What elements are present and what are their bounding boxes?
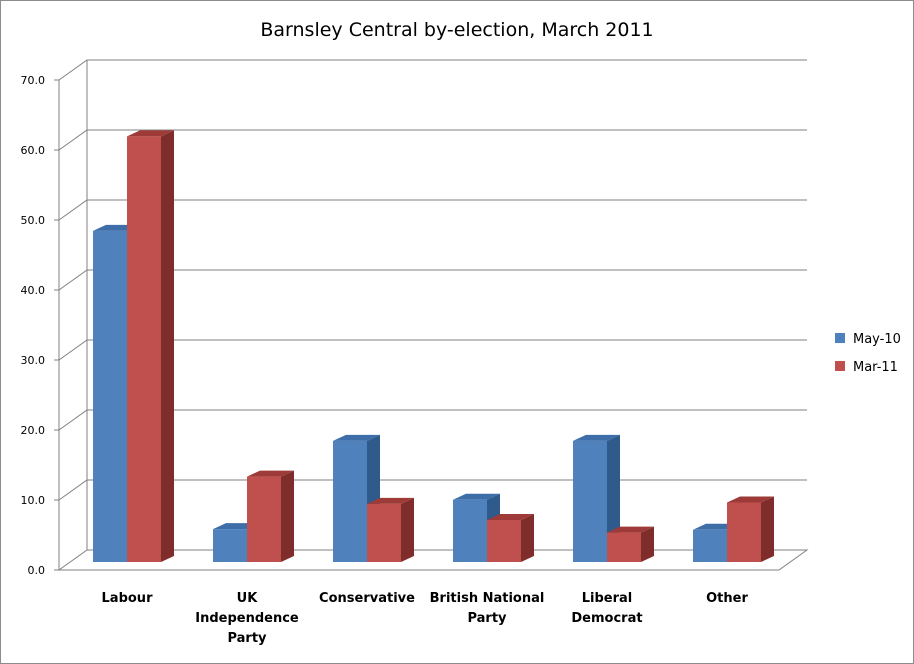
bar <box>487 520 521 562</box>
bar-side <box>161 130 174 562</box>
bar <box>93 230 127 562</box>
y-tick-label: 20.0 <box>21 424 46 437</box>
category-label: Other <box>706 591 748 606</box>
y-tick-label: 30.0 <box>21 354 46 367</box>
legend-label: May-10 <box>853 332 901 347</box>
bar <box>573 440 607 562</box>
legend: May-10 Mar-11 <box>835 332 901 375</box>
y-tick-label: 0.0 <box>28 564 46 577</box>
bar <box>727 502 761 562</box>
bar-top <box>727 496 774 503</box>
bar <box>693 529 727 562</box>
legend-swatch <box>835 333 845 343</box>
bar <box>367 503 401 562</box>
bar-top <box>573 434 620 441</box>
gridline <box>58 59 807 81</box>
bar-side <box>761 496 774 562</box>
legend-swatch <box>835 361 845 371</box>
y-tick-label: 10.0 <box>21 494 46 507</box>
gridline <box>58 199 807 221</box>
bar-side <box>281 470 294 562</box>
gridline <box>58 339 807 361</box>
bar <box>247 476 281 562</box>
bar <box>127 136 161 562</box>
bar-top <box>127 130 174 137</box>
category-label: Liberal Democrat <box>571 591 642 626</box>
bar <box>213 529 247 562</box>
bar <box>453 499 487 562</box>
category-label: Conservative <box>319 591 415 606</box>
bar-top <box>247 470 294 477</box>
y-tick-label: 50.0 <box>21 214 46 227</box>
gridline <box>58 409 807 431</box>
bar-side <box>521 514 534 562</box>
category-label: Labour <box>102 591 154 606</box>
gridline <box>58 479 807 501</box>
bar <box>333 440 367 562</box>
bar-top <box>607 526 654 533</box>
category-label: UK Independence Party <box>195 591 299 646</box>
bar-top <box>367 497 414 504</box>
category-label: British National Party <box>430 591 545 626</box>
bar-side <box>401 497 414 562</box>
gridline <box>58 269 807 291</box>
bar-top <box>453 493 500 500</box>
legend-label: Mar-11 <box>853 360 898 375</box>
y-tick-label: 60.0 <box>21 144 46 157</box>
bar <box>607 532 641 562</box>
plot-area: 0.0 10.0 20.0 30.0 40.0 50.0 60.0 70.0 Labour UK I… <box>21 59 809 646</box>
bar-top <box>487 514 534 520</box>
bar-top <box>333 434 380 441</box>
gridline <box>58 129 807 151</box>
chart-title: Barnsley Central by-election, March 2011 <box>260 19 653 41</box>
y-tick-label: 70.0 <box>21 74 46 87</box>
y-tick-label: 40.0 <box>21 284 46 297</box>
bar-side <box>641 526 654 562</box>
